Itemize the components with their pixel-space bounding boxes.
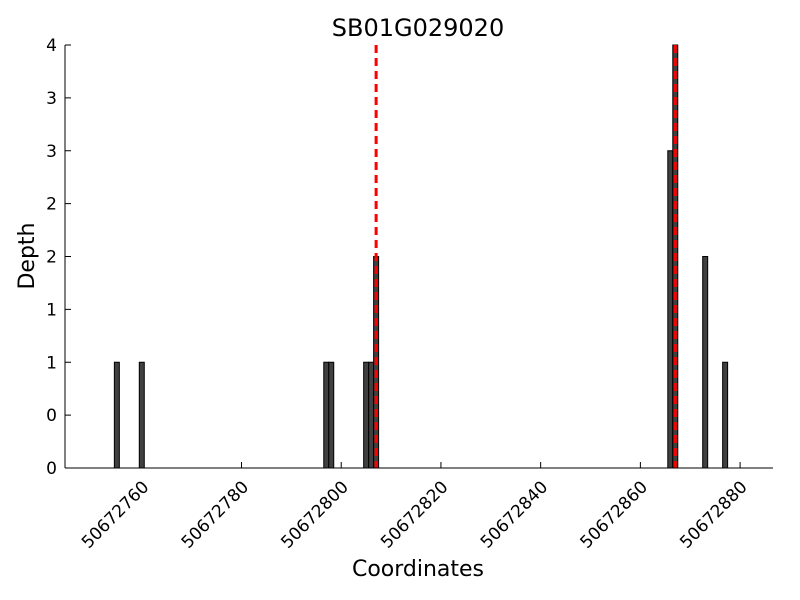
bar xyxy=(667,150,674,469)
x-tick-label: 50672800 xyxy=(277,477,352,552)
y-tick-label: 3 xyxy=(46,142,57,162)
bar xyxy=(138,361,145,469)
x-tick-label: 50672860 xyxy=(577,477,652,552)
x-tick-label: 50672780 xyxy=(178,477,253,552)
bar xyxy=(323,361,330,469)
y-tick-label: 2 xyxy=(46,248,57,268)
y-tick-label: 1 xyxy=(46,300,57,320)
bar xyxy=(328,361,335,469)
bar xyxy=(722,361,729,469)
bar xyxy=(368,361,375,469)
bar xyxy=(113,361,120,469)
x-tick-label: 50672820 xyxy=(377,477,452,552)
y-tick-label: 1 xyxy=(46,353,57,373)
bar xyxy=(363,361,370,469)
chart-title: SB01G029020 xyxy=(332,14,504,42)
x-tick-label: 50672760 xyxy=(78,477,153,552)
y-tick-label: 0 xyxy=(46,459,57,479)
y-tick-label: 3 xyxy=(46,89,57,109)
y-axis-label: Depth xyxy=(15,222,40,289)
x-axis-label: Coordinates xyxy=(352,557,484,582)
y-tick-label: 0 xyxy=(46,406,57,426)
x-tick-label: 50672840 xyxy=(477,477,552,552)
x-tick-label: 50672880 xyxy=(676,477,751,552)
y-tick-label: 2 xyxy=(46,195,57,215)
bar xyxy=(702,256,709,469)
y-tick-label: 4 xyxy=(46,36,57,56)
